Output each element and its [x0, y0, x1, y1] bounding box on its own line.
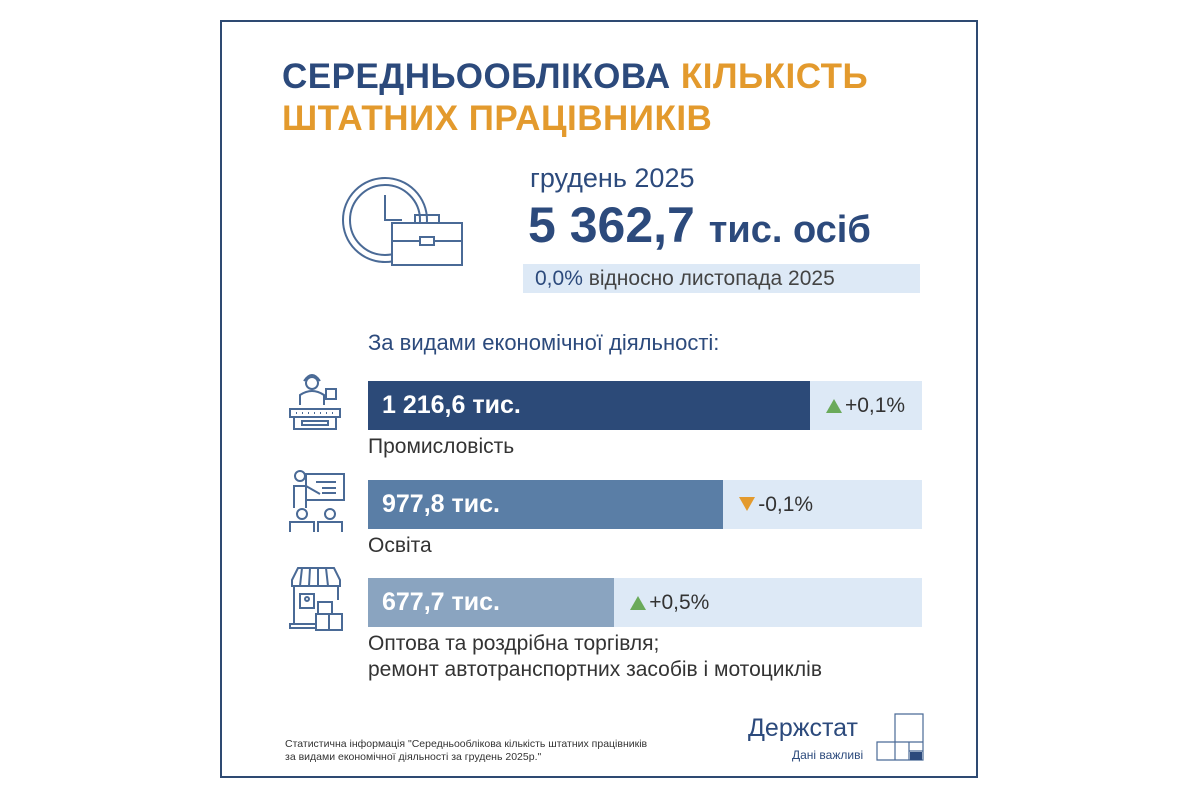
- category-label: Оптова та роздрібна торгівля; ремонт авто…: [368, 631, 822, 683]
- category-label: Промисловість: [368, 434, 514, 460]
- change-label: +0,1%: [825, 381, 906, 430]
- bar-value-label: 1 216,6 тис.: [382, 391, 521, 419]
- triangle-up-icon: [630, 596, 647, 610]
- source-line-1: Статистична інформація "Середньооблікова…: [285, 738, 648, 750]
- triangle-down-icon: [739, 497, 756, 511]
- category-label: Освіта: [368, 533, 432, 559]
- title-line-2: ШТАТНИХ ПРАЦІВНИКІВ: [282, 99, 713, 138]
- change-value: +0,5%: [649, 591, 710, 614]
- bar-track: 977,8 тис. -0,1%: [368, 480, 922, 529]
- logo-grid-icon: [876, 713, 924, 761]
- bar: 677,7 тис.: [368, 578, 615, 627]
- infographic-frame: [220, 20, 978, 778]
- bar-track: 1 216,6 тис. +0,1%: [368, 381, 922, 430]
- bar-value-label: 977,8 тис.: [382, 490, 500, 518]
- total-number: 5 362,7: [528, 197, 695, 253]
- category-label-line: Освіта: [368, 534, 432, 557]
- triangle-up-icon: [825, 399, 842, 413]
- shop-icon: [289, 567, 343, 631]
- total-change-text: відносно листопада 2025: [588, 267, 835, 290]
- change-label: -0,1%: [739, 480, 813, 529]
- category-label-line: Промисловість: [368, 435, 515, 458]
- title-part-2: КІЛЬКІСТЬ: [680, 57, 869, 96]
- bar: 977,8 тис.: [368, 480, 724, 529]
- bar-track: 677,7 тис. +0,5%: [368, 578, 922, 627]
- chart-title: За видами економічної діяльності:: [368, 330, 720, 355]
- category-label-line: Оптова та роздрібна торгівля;: [368, 632, 660, 655]
- factory-worker-icon: [289, 374, 341, 430]
- total-value: 5 362,7 тис. осіб: [528, 196, 871, 254]
- source-note: Статистична інформація "Середньооблікова…: [285, 738, 647, 764]
- tagline: Дані важливі: [792, 748, 864, 762]
- change-label: +0,5%: [630, 578, 709, 627]
- change-value: -0,1%: [758, 493, 814, 516]
- change-value: +0,1%: [844, 394, 906, 417]
- logo-text: Держстат: [748, 714, 858, 742]
- total-unit: тис. осіб: [708, 209, 871, 251]
- period: грудень 2025: [530, 163, 695, 193]
- total-change: 0,0% відносно листопада 2025: [523, 264, 920, 293]
- title-part-1: СЕРЕДНЬООБЛІКОВА: [282, 57, 671, 96]
- source-line-2: за видами економічної діяльності за груд…: [285, 751, 542, 763]
- bar: 1 216,6 тис.: [368, 381, 810, 430]
- page-title: СЕРЕДНЬООБЛІКОВА КІЛЬКІСТЬ ШТАТНИХ ПРАЦІ…: [282, 56, 868, 140]
- bar-value-label: 677,7 тис.: [382, 588, 500, 616]
- category-label-line: ремонт автотранспортних засобів і мотоци…: [368, 658, 823, 681]
- total-change-value: 0,0%: [535, 267, 583, 290]
- clock-briefcase-icon: [342, 177, 463, 266]
- teacher-icon: [289, 470, 345, 532]
